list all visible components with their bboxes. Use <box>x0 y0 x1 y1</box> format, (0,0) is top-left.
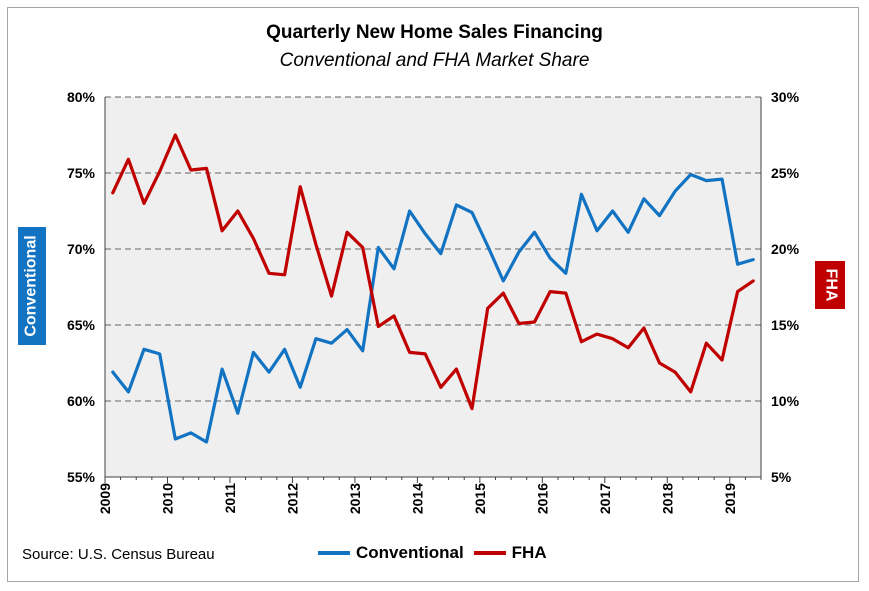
x-tick-label: 2013 <box>347 483 363 514</box>
x-tick-label: 2014 <box>409 483 425 514</box>
x-tick-label: 2011 <box>222 483 238 514</box>
chart-subtitle: Conventional and FHA Market Share <box>279 50 590 71</box>
y-left-tick-label: 65% <box>67 317 96 333</box>
legend-swatch-conventional <box>318 551 350 555</box>
chart-title: Quarterly New Home Sales Financing <box>266 22 603 43</box>
series-line-fha <box>111 133 755 411</box>
legend-item-fha: FHA <box>473 543 547 563</box>
y-right-tick-label: 30% <box>771 89 800 105</box>
legend: Conventional FHA <box>318 543 547 563</box>
series-line-conventional <box>111 172 755 444</box>
y-left-tick-label: 75% <box>67 165 96 181</box>
legend-item-conventional: Conventional <box>318 543 464 563</box>
y-right-tick-label: 25% <box>771 165 800 181</box>
x-tick-label: 2010 <box>159 483 175 514</box>
legend-label-fha: FHA <box>511 543 547 562</box>
legend-label-conventional: Conventional <box>356 543 464 562</box>
x-tick-label: 2015 <box>472 483 488 514</box>
left-axis-label: Conventional <box>18 227 46 345</box>
y-right-tick-label: 5% <box>771 469 792 485</box>
x-tick-label: 2018 <box>659 483 675 514</box>
right-axis-label: FHA <box>815 261 845 309</box>
plot-area <box>105 97 761 477</box>
x-tick-label: 2016 <box>534 483 550 514</box>
y-right-tick-label: 15% <box>771 317 800 333</box>
x-tick-label: 2012 <box>284 483 300 514</box>
y-left-tick-label: 60% <box>67 393 96 409</box>
y-right-tick-label: 20% <box>771 241 800 257</box>
source-note: Source: U.S. Census Bureau <box>22 546 215 563</box>
y-left-tick-label: 70% <box>67 241 96 257</box>
y-right-tick-label: 10% <box>771 393 800 409</box>
legend-swatch-fha <box>473 551 506 555</box>
y-left-tick-label: 80% <box>67 89 96 105</box>
x-tick-label: 2017 <box>597 483 613 514</box>
y-left-tick-label: 55% <box>67 469 96 485</box>
x-tick-label: 2019 <box>722 483 738 514</box>
x-tick-label: 2009 <box>97 483 113 514</box>
